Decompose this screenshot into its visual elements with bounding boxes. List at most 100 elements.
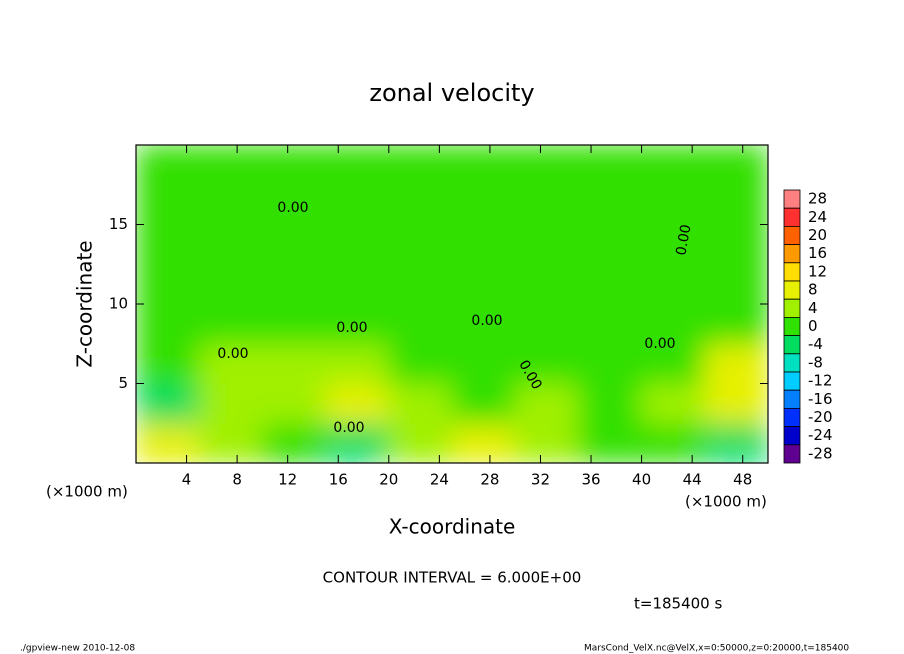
field (136, 145, 768, 463)
cell (514, 303, 579, 345)
cell (577, 303, 643, 345)
colorbar-box (783, 316, 801, 336)
cell (514, 145, 579, 186)
cell (388, 303, 453, 345)
cell (325, 224, 390, 265)
footer: ./gpview-new 2010-12-08 (20, 644, 135, 654)
x-tick-label: 40 (632, 471, 651, 489)
contour-label: 0.00 (277, 200, 308, 216)
chart-title: zonal velocity (369, 79, 534, 107)
cell (325, 343, 390, 384)
colorbar-label: 16 (808, 244, 827, 262)
x-tick-label: 16 (329, 471, 348, 489)
cell (198, 343, 263, 384)
cell (136, 184, 200, 225)
cell (325, 383, 390, 424)
colorbar-box (783, 389, 801, 409)
colorbar-box (783, 407, 801, 427)
colorbar-label: -8 (808, 353, 823, 371)
cell (577, 383, 643, 424)
colorbar-label: 0 (808, 317, 818, 335)
colorbar-box (783, 207, 801, 227)
colorbar-label: 8 (808, 281, 818, 299)
cell (577, 422, 643, 463)
cell (388, 422, 453, 463)
cell (136, 422, 200, 463)
x-tick-label: 4 (182, 471, 192, 489)
cell (704, 422, 768, 463)
cell (641, 224, 706, 265)
cell (261, 145, 327, 186)
x-axis-label: X-coordinate (389, 515, 516, 539)
colorbar-box (783, 189, 801, 209)
x-tick-label: 8 (232, 471, 242, 489)
cell (514, 263, 579, 305)
cell (325, 422, 390, 463)
x-unit: (×1000 m) (46, 483, 128, 501)
cell (641, 303, 706, 345)
cell (641, 184, 706, 225)
y-axis-label: Z-coordinate (73, 240, 97, 367)
cell (451, 422, 516, 463)
colorbar-box (783, 262, 801, 282)
cell (577, 145, 643, 186)
cell (704, 383, 768, 424)
cell (514, 184, 579, 225)
cell (577, 224, 643, 265)
cell (261, 422, 327, 463)
cell (641, 145, 706, 186)
cell (704, 343, 768, 384)
cell (325, 184, 390, 225)
colorbar-box (783, 335, 801, 355)
cell (577, 184, 643, 225)
cell (641, 383, 706, 424)
cell (261, 303, 327, 345)
contour-label: 0.00 (333, 420, 364, 436)
colorbar-box (783, 353, 801, 373)
cell (704, 184, 768, 225)
cell (136, 145, 200, 186)
cell (451, 224, 516, 265)
x-tick-label: 28 (480, 471, 499, 489)
cell (261, 383, 327, 424)
cell (514, 422, 579, 463)
time-label: t=185400 s (634, 595, 722, 613)
contour-label: 0.00 (336, 320, 367, 336)
cell (198, 422, 263, 463)
cell (641, 343, 706, 384)
cell (451, 145, 516, 186)
x-tick-label: 12 (278, 471, 297, 489)
cell (641, 263, 706, 305)
cell (451, 303, 516, 345)
colorbar-box (783, 280, 801, 300)
contour-label: 0.00 (217, 346, 248, 362)
x-unit: (×1000 m) (685, 493, 767, 511)
cell (451, 383, 516, 424)
x-tick-label: 20 (379, 471, 398, 489)
cell (388, 383, 453, 424)
x-tick-label: 24 (430, 471, 449, 489)
cell (388, 263, 453, 305)
colorbar-label: -20 (808, 408, 833, 426)
y-tick-label: 15 (109, 215, 128, 233)
cell (704, 224, 768, 265)
y-tick-label: 5 (118, 374, 128, 392)
cell (325, 303, 390, 345)
cell (514, 224, 579, 265)
cell (704, 263, 768, 305)
colorbar-label: 24 (808, 208, 827, 226)
cell (136, 343, 200, 384)
cell (704, 303, 768, 345)
cell (198, 263, 263, 305)
colorbar-box (783, 298, 801, 318)
x-tick-label: 44 (683, 471, 702, 489)
colorbar-label: -24 (808, 426, 833, 444)
contour-label: 0.00 (471, 313, 502, 329)
colorbar-box (783, 244, 801, 264)
cell (261, 224, 327, 265)
cell (388, 224, 453, 265)
cell (577, 343, 643, 384)
cell (388, 145, 453, 186)
cell (388, 343, 453, 384)
